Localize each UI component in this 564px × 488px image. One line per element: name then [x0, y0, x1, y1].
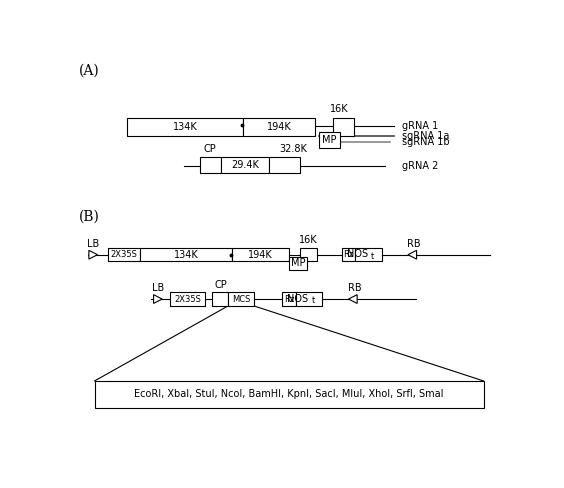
Bar — [140, 248, 232, 262]
Bar — [269, 158, 301, 173]
Polygon shape — [349, 295, 357, 304]
Text: gRNA 1: gRNA 1 — [402, 121, 438, 131]
Text: LB: LB — [152, 283, 164, 293]
Bar — [221, 158, 269, 173]
Text: (A): (A) — [79, 63, 100, 77]
Text: t: t — [311, 296, 315, 305]
Bar — [355, 248, 382, 262]
Text: sgRNA 1a: sgRNA 1a — [402, 131, 449, 141]
Text: CP: CP — [214, 280, 227, 290]
Text: RB: RB — [348, 283, 362, 293]
Text: MP: MP — [322, 135, 337, 145]
Bar — [232, 248, 289, 262]
Polygon shape — [153, 295, 162, 304]
Text: 32.8K: 32.8K — [280, 144, 307, 154]
Text: Rz: Rz — [284, 295, 294, 304]
Text: EcoRI, XbaI, StuI, NcoI, BamHI, KpnI, SacI, MluI, XhoI, SrfI, SmaI: EcoRI, XbaI, StuI, NcoI, BamHI, KpnI, Sa… — [134, 389, 444, 400]
Bar — [300, 248, 318, 262]
Text: CP: CP — [204, 144, 217, 154]
Text: Rz: Rz — [343, 250, 354, 259]
Text: 2X35S: 2X35S — [174, 295, 201, 304]
Bar — [108, 248, 140, 262]
Bar — [333, 118, 354, 136]
Text: MP: MP — [291, 258, 306, 268]
Text: 16K: 16K — [299, 235, 318, 245]
Bar — [243, 118, 315, 136]
Text: RB: RB — [407, 239, 420, 249]
Text: sgRNA 1b: sgRNA 1b — [402, 137, 450, 147]
Bar — [170, 292, 205, 306]
Bar — [282, 292, 296, 306]
Bar — [342, 248, 355, 262]
Bar — [127, 118, 243, 136]
Text: 2X35S: 2X35S — [111, 250, 138, 259]
Text: 134K: 134K — [173, 122, 197, 132]
Text: NOS: NOS — [347, 249, 368, 259]
Text: LB: LB — [87, 239, 99, 249]
Bar — [289, 257, 307, 270]
Bar — [228, 292, 254, 306]
Text: t: t — [371, 252, 374, 261]
Polygon shape — [408, 250, 417, 259]
Bar — [319, 132, 340, 148]
Text: 16K: 16K — [330, 104, 349, 114]
Text: NOS: NOS — [287, 294, 309, 304]
Text: (B): (B) — [79, 210, 100, 224]
Text: 194K: 194K — [248, 250, 273, 260]
Text: 134K: 134K — [174, 250, 199, 260]
Bar — [200, 158, 221, 173]
Polygon shape — [89, 250, 98, 259]
Text: MCS: MCS — [232, 295, 250, 304]
Text: gRNA 2: gRNA 2 — [402, 162, 438, 171]
Bar — [212, 292, 228, 306]
Text: 194K: 194K — [267, 122, 292, 132]
Bar — [95, 381, 483, 408]
Bar — [296, 292, 322, 306]
Text: 29.4K: 29.4K — [231, 160, 259, 170]
